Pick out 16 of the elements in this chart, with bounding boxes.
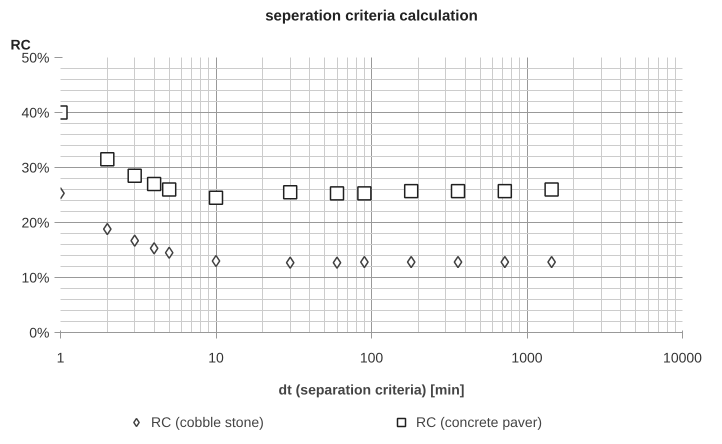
x-tick-label: 1000	[511, 350, 543, 366]
x-tick-label: 10	[208, 350, 224, 366]
y-tick-label: 40%	[21, 104, 50, 120]
y-tick-label: 0%	[29, 324, 50, 340]
y-tick-label: 20%	[21, 214, 50, 230]
x-tick-label: 1	[56, 350, 65, 366]
x-tick-label: 10000	[663, 350, 702, 366]
x-axis-title: dt (separation criteria) [min]	[278, 382, 464, 398]
x-tick-label: 100	[360, 350, 384, 366]
y-tick-label: 50%	[21, 50, 50, 66]
y-axis-title: RC	[10, 36, 31, 52]
legend-label: RC (concrete paver)	[416, 414, 544, 430]
y-tick-label: 10%	[21, 270, 50, 286]
chart-title: seperation criteria calculation	[265, 8, 478, 24]
legend-label: RC (cobble stone)	[151, 414, 265, 430]
y-tick-label: 30%	[21, 160, 50, 176]
